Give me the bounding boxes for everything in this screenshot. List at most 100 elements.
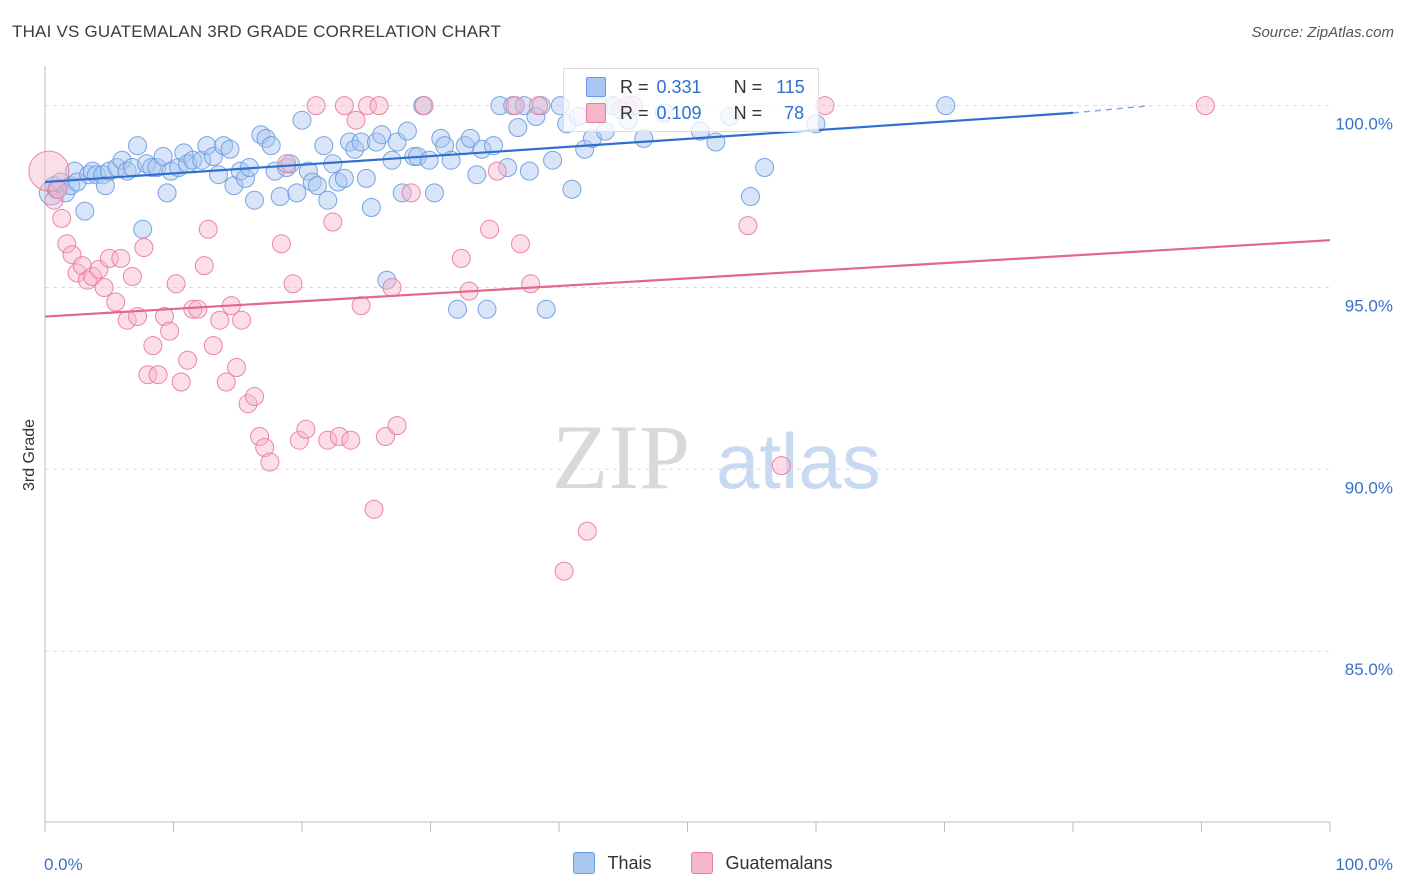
point-thais (334, 168, 354, 188)
legend-swatch-thais (586, 77, 606, 97)
trendline-thais (44, 111, 1074, 184)
legend-label-thais: Thais (607, 852, 652, 873)
point-guatemalans (277, 154, 297, 174)
point-guatemalans (111, 248, 131, 268)
point-guatemalans (318, 430, 338, 450)
point-thais (214, 136, 234, 156)
point-guatemalans (289, 430, 309, 450)
point-thais (197, 136, 217, 156)
point-thais (147, 158, 167, 177)
point-guatemalans (122, 267, 142, 286)
watermark-atlas: atlas (716, 417, 881, 505)
point-guatemalans (346, 110, 366, 130)
point-guatemalans (1195, 96, 1215, 116)
point-thais (270, 187, 290, 206)
point-thais (351, 132, 371, 152)
point-guatemalans (364, 499, 384, 519)
point-thais (192, 150, 212, 170)
legend-r-value: 0.109 (656, 102, 702, 123)
chart-title: THAI VS GUATEMALAN 3RD GRADE CORRELATION… (12, 22, 502, 41)
point-guatemalans (296, 419, 316, 439)
legend-item-guatemalans: Guatemalans (691, 852, 833, 874)
point-guatemalans (771, 456, 791, 476)
point-thais (75, 201, 95, 221)
point-guatemalans (528, 96, 548, 116)
y-tick-label: 95.0% (1345, 296, 1393, 315)
point-thais (467, 165, 487, 185)
point-guatemalans (577, 521, 597, 541)
point-guatemalans (511, 234, 530, 254)
point-guatemalans (83, 267, 102, 286)
point-thais (220, 139, 240, 159)
y-tick-label: 100.0% (1335, 115, 1393, 134)
point-guatemalans (171, 372, 191, 392)
point-thais (128, 136, 147, 156)
point-thais (292, 110, 312, 130)
point-guatemalans (414, 96, 434, 116)
point-guatemalans (94, 278, 114, 297)
y-tick-label: 85.0% (1345, 660, 1393, 679)
point-thais (755, 158, 775, 177)
legend-r-label: R = (620, 76, 649, 97)
point-thais (261, 136, 281, 156)
tick-labels: 85.0% 90.0% 95.0% 100.0% 0.0% 100.0% 3rd Grade (21, 115, 1393, 874)
point-guatemalans (255, 438, 275, 457)
legend-swatch-guatemalans (586, 103, 606, 123)
legend-item-thais: Thais (573, 852, 651, 874)
point-thais (397, 121, 417, 141)
point-guatemalans (341, 430, 361, 450)
legend-row-guatemalans: R = 0.109 N = 78 (586, 101, 804, 125)
point-guatemalans (178, 350, 198, 370)
point-guatemalans (554, 561, 574, 581)
legend-r-value: 0.331 (656, 76, 702, 97)
point-guatemalans (369, 96, 389, 116)
point-guatemalans (227, 358, 246, 377)
legend-n-value: 115 (776, 76, 805, 97)
legend-row-thais: R = 0.331 N = 115 (586, 75, 805, 99)
point-thais (302, 172, 322, 192)
point-thais (318, 190, 338, 210)
legend-n-value: 78 (784, 102, 805, 123)
point-thais (448, 299, 467, 319)
legend-swatch-guatemalans (691, 852, 714, 874)
point-guatemalans (323, 212, 343, 232)
point-guatemalans (238, 394, 258, 414)
point-guatemalans (155, 307, 174, 326)
point-thais (95, 176, 115, 196)
point-guatemalans (451, 248, 471, 268)
point-guatemalans (283, 274, 303, 294)
series-guatemalans-points (28, 96, 1215, 581)
point-thais (314, 136, 334, 156)
trend-lines (44, 104, 1331, 318)
point-guatemalans (216, 372, 236, 392)
point-guatemalans (48, 179, 68, 199)
point-guatemalans (401, 183, 421, 203)
legend-n-label: N = (733, 102, 763, 123)
point-guatemalans (143, 336, 163, 356)
legend-n-label: N = (733, 76, 763, 97)
point-thais (543, 150, 563, 170)
point-guatemalans (387, 416, 407, 436)
point-thais (741, 187, 760, 206)
point-thais (477, 299, 497, 319)
point-thais (298, 161, 318, 181)
axes (44, 66, 1331, 832)
point-guatemalans (376, 427, 395, 446)
point-thais (424, 183, 444, 203)
point-guatemalans (271, 234, 291, 254)
point-guatemalans (166, 274, 186, 294)
x-tick-label-max: 100.0% (1335, 855, 1393, 874)
source-label: Source: ZipAtlas.com (1251, 24, 1394, 41)
point-guatemalans (358, 96, 377, 116)
point-thais (112, 150, 132, 170)
point-guatemalans (134, 238, 154, 257)
point-guatemalans (351, 296, 371, 316)
point-thais (484, 136, 503, 156)
point-guatemalans (382, 278, 402, 297)
point-thais (133, 219, 153, 239)
point-thais (287, 183, 307, 203)
point-thais (562, 179, 582, 199)
trendline-extension (1072, 104, 1151, 114)
trendline-guatemalans (44, 239, 1331, 318)
